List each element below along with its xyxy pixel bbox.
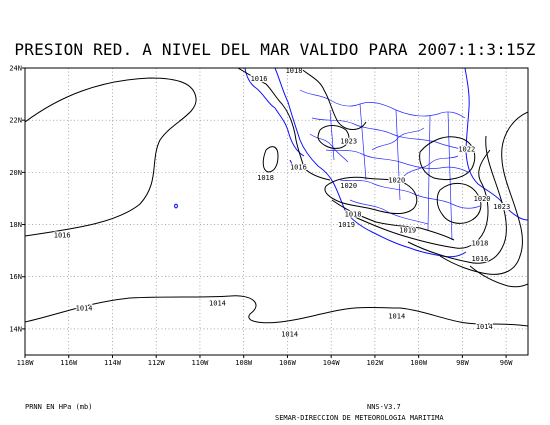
isobar-label: 1016	[251, 75, 268, 83]
map-title: PRESION RED. A NIVEL DEL MAR VALIDO PARA…	[14, 40, 536, 59]
mainland-west-coast	[274, 68, 467, 258]
isobar-label: 1022	[458, 145, 475, 153]
isobar-label: 1014	[281, 331, 298, 339]
isobar-label: 1014	[476, 323, 493, 331]
isobar-label: 1018	[471, 239, 488, 247]
isobar-label: 1016	[54, 231, 71, 239]
isobar-1020-center	[324, 176, 418, 214]
isobar-label: 1019	[399, 226, 416, 234]
isobar-1015	[439, 111, 528, 275]
gulf-of-mexico-coast	[464, 68, 528, 221]
isobar-1014-east	[469, 265, 528, 288]
isobar-1018-south	[347, 149, 491, 249]
map-frame	[24, 67, 529, 356]
isobar-label: 1016	[471, 255, 488, 263]
lat-tick-label: 16N	[9, 273, 22, 281]
lon-tick-label: 110W	[192, 359, 210, 367]
lat-tick-label: 22N	[9, 117, 22, 125]
isobar-1016-north	[237, 68, 331, 181]
lon-tick-label: 96W	[500, 359, 513, 367]
coastline	[174, 68, 528, 258]
isobar-label: 1023	[493, 203, 510, 211]
isobar-label: 1020	[474, 195, 491, 203]
isobar-label: 1014	[209, 299, 226, 307]
isobar-label: 1014	[388, 312, 405, 320]
isobar-label: 1020	[388, 177, 405, 185]
lon-tick-label: 102W	[366, 359, 384, 367]
lon-tick-label: 104W	[323, 359, 341, 367]
isobar-1019	[331, 199, 455, 241]
isobar-1016-west	[25, 77, 197, 237]
isobar-label: 1018	[345, 211, 362, 219]
lat-tick-label: 20N	[9, 169, 22, 177]
isobar-labels: 1018101610231022101810161020102010201023…	[53, 66, 512, 340]
lon-tick-label: 118W	[17, 359, 35, 367]
isobar-label: 1018	[257, 174, 274, 182]
units-note: PRNN EN HPa (mb)	[25, 403, 93, 411]
state-borders	[299, 89, 481, 241]
baja-california-coast	[244, 68, 305, 157]
lon-tick-label: 108W	[235, 359, 253, 367]
lon-tick-label: 100W	[410, 359, 428, 367]
isobar-1023	[317, 125, 350, 149]
lat-tick-label: 24N	[9, 65, 22, 73]
lat-lon-grid	[25, 68, 528, 355]
isobar-label: 1014	[76, 305, 93, 313]
isobar-1018-north	[299, 68, 367, 130]
isobar-label: 1023	[340, 138, 357, 146]
isobar-1016-east	[407, 135, 507, 264]
lat-tick-label: 14N	[9, 325, 22, 333]
isobar-label: 1018	[286, 67, 303, 75]
isobar-label: 1020	[340, 182, 357, 190]
isobar-label: 1019	[338, 221, 355, 229]
islands	[174, 159, 294, 209]
lon-tick-label: 114W	[104, 359, 122, 367]
isobar-1014-south	[25, 295, 528, 327]
isobar-1020-east	[436, 183, 482, 224]
lon-tick-label: 112W	[148, 359, 166, 367]
lon-tick-label: 98W	[456, 359, 469, 367]
longitude-axis: 118W 116W 114W 112W 110W 108W 106W 104W 102W 100W…	[17, 355, 513, 367]
latitude-axis: 24N 22N 20N 18N 16N 14N	[9, 65, 25, 333]
isobar-1022	[419, 136, 476, 181]
lat-tick-label: 18N	[9, 221, 22, 229]
isobars	[25, 68, 528, 327]
isobar-label: 1016	[290, 164, 307, 172]
lon-tick-label: 106W	[279, 359, 297, 367]
isobar-1018-west	[262, 146, 279, 173]
version-note: NNS-V3.7	[367, 403, 401, 411]
lon-tick-label: 116W	[60, 359, 78, 367]
organization-note: SEMAR-DIRECCION DE METEOROLOGIA MARITIMA	[275, 414, 444, 422]
